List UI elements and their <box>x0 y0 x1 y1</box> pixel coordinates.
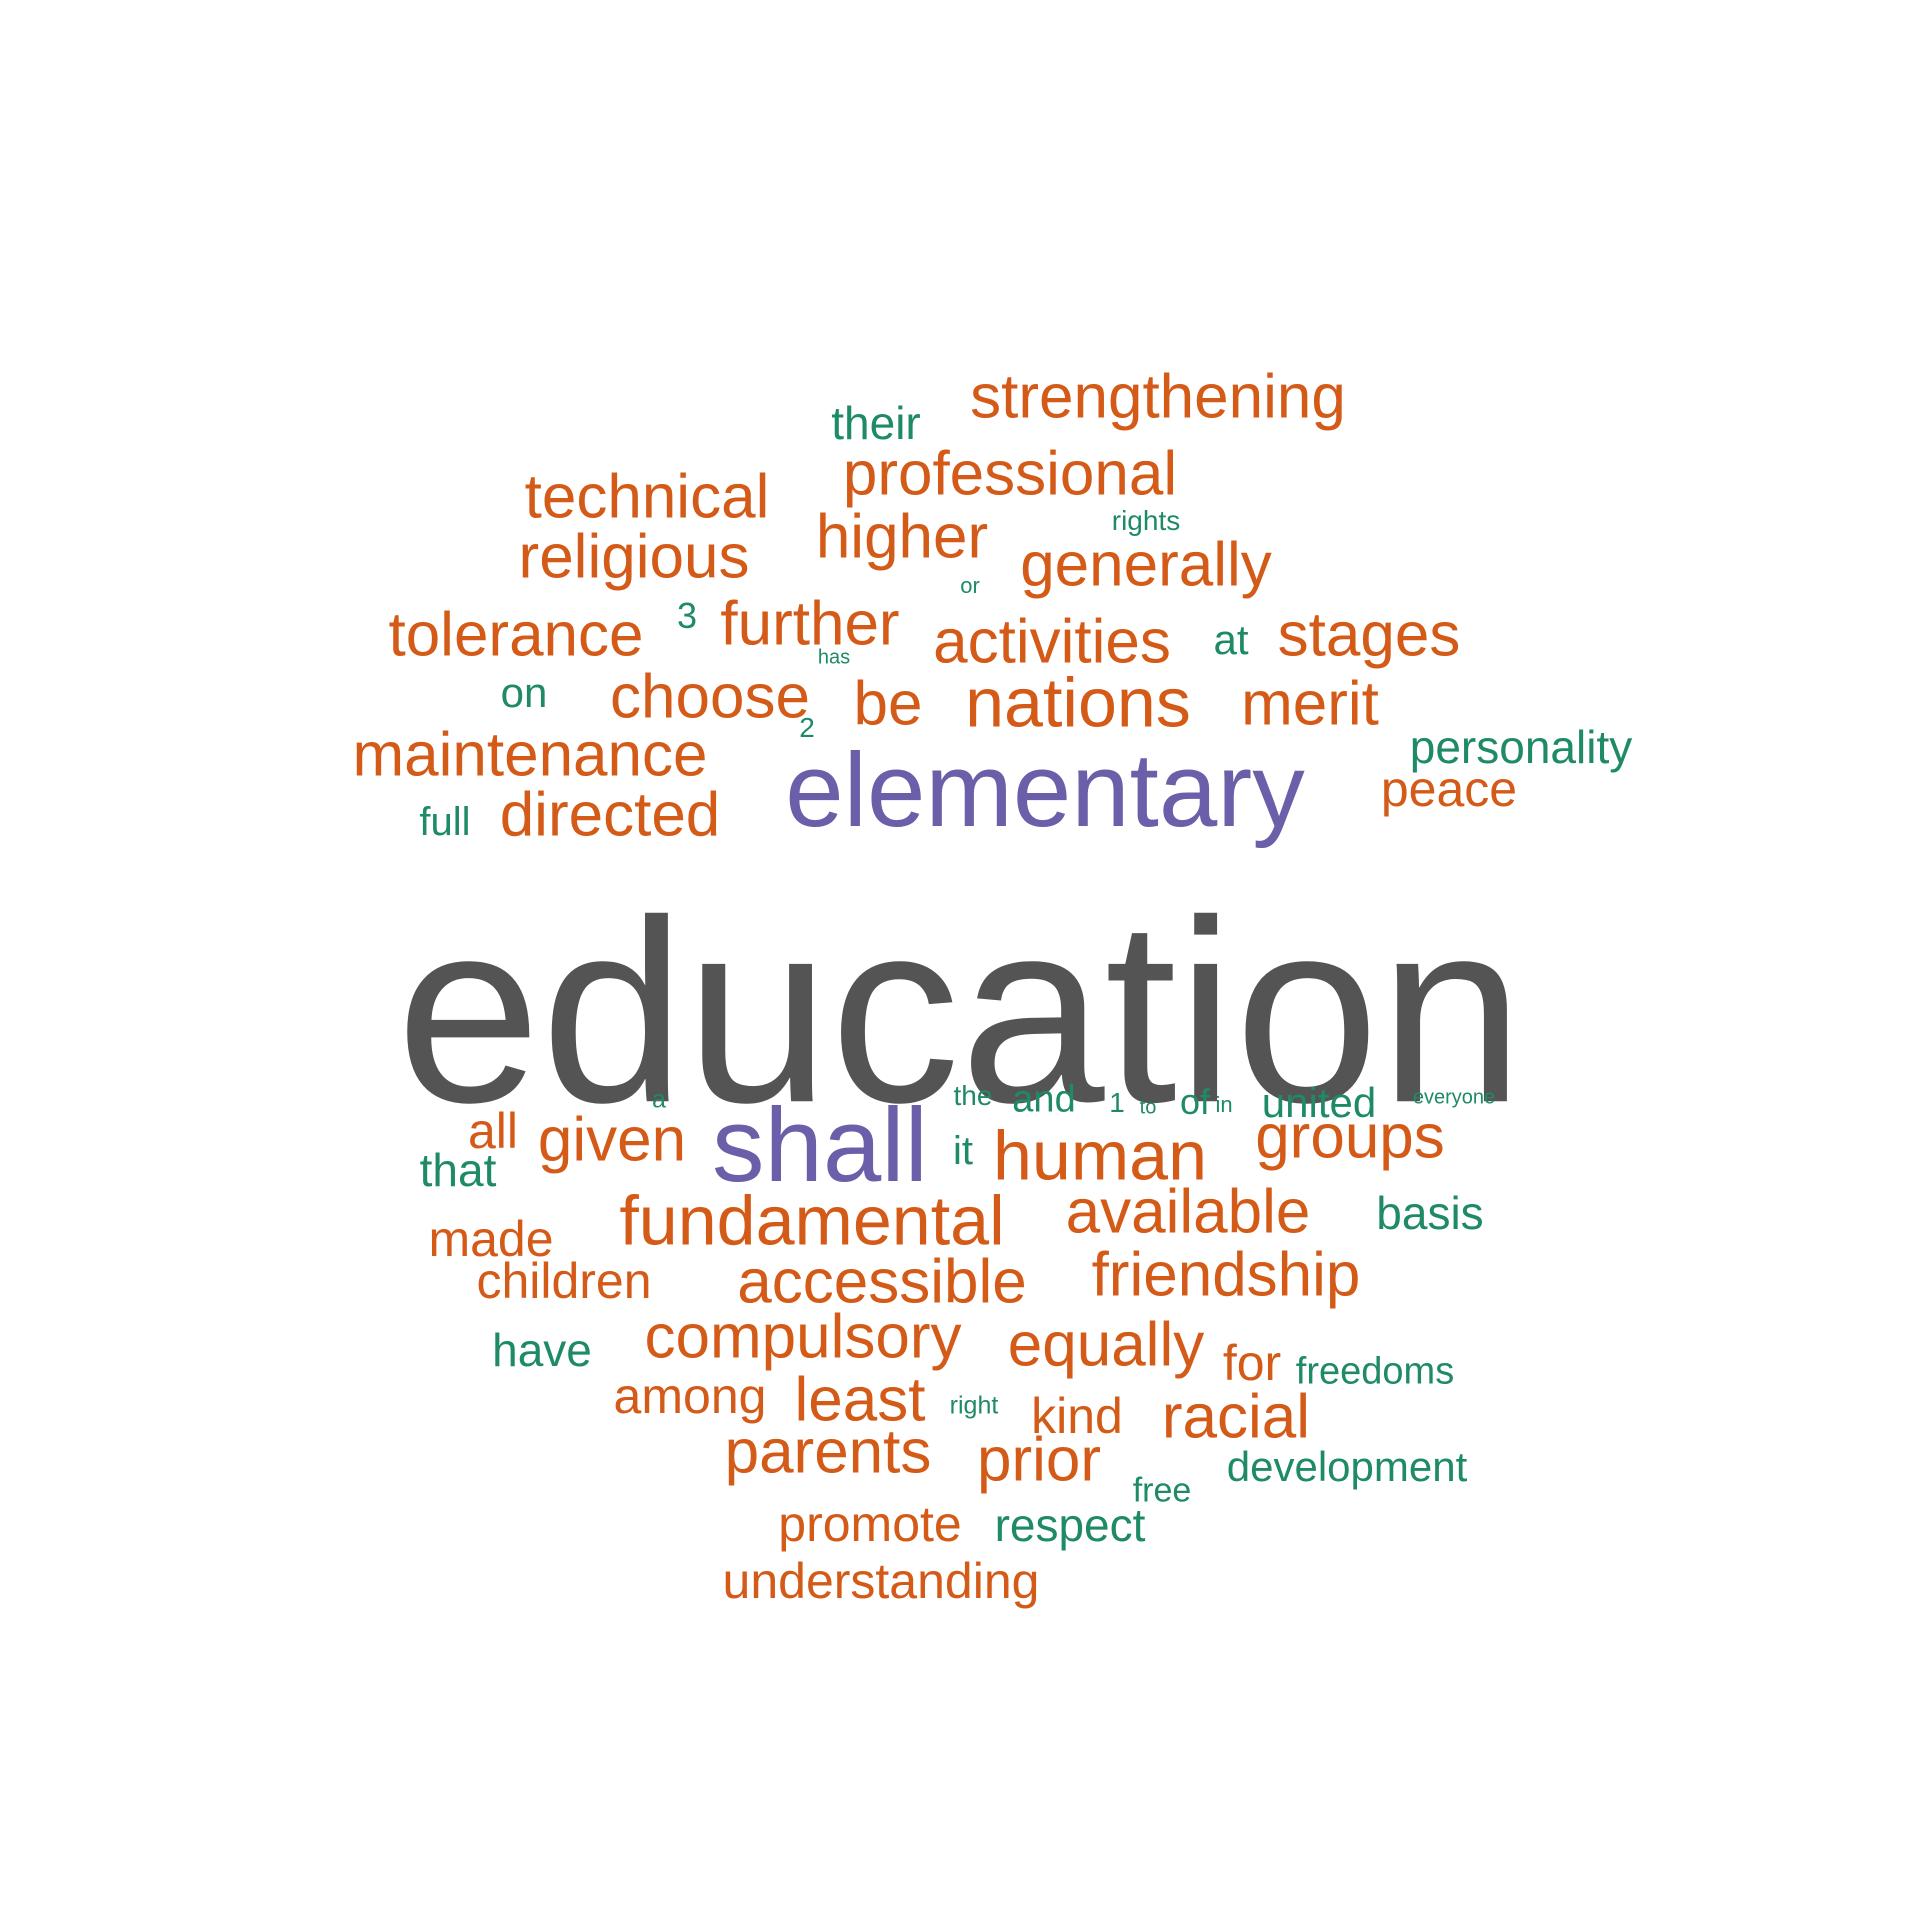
word-a: a <box>652 1085 666 1114</box>
word-for: for <box>1222 1335 1282 1391</box>
word-merit: merit <box>1241 669 1379 739</box>
word-groups: groups <box>1255 1102 1445 1172</box>
word-all: all <box>467 1103 519 1159</box>
word-human: human <box>992 1116 1208 1195</box>
word-of: of <box>1179 1080 1211 1122</box>
word-promote: promote <box>778 1496 962 1552</box>
word-compulsory: compulsory <box>644 1302 962 1372</box>
word-accessible: accessible <box>737 1247 1027 1317</box>
word-directed: directed <box>499 780 721 850</box>
word-2: 2 <box>799 712 815 744</box>
word-shall: shall <box>712 1087 928 1205</box>
word-further: further <box>720 589 900 659</box>
word-development: development <box>1226 1443 1468 1491</box>
word-3: 3 <box>676 594 698 636</box>
word-education: education <box>396 867 1524 1158</box>
word-right: right <box>949 1391 999 1420</box>
word-1: 1 <box>1109 1087 1125 1119</box>
word-parents: parents <box>724 1417 932 1487</box>
word-freedoms: freedoms <box>1295 1350 1455 1393</box>
word-free: free <box>1132 1471 1192 1510</box>
word-rights: rights <box>1111 505 1181 537</box>
word-prior: prior <box>976 1425 1102 1495</box>
word-personality: personality <box>1409 721 1633 774</box>
word-tolerance: tolerance <box>388 600 644 670</box>
word-in: in <box>1215 1091 1233 1117</box>
word-maintenance: maintenance <box>352 720 708 790</box>
word-or: or <box>960 572 980 598</box>
word-technical: technical <box>524 462 770 532</box>
word-peace: peace <box>1380 761 1518 817</box>
word-full: full <box>419 799 471 844</box>
word-understanding: understanding <box>722 1553 1040 1609</box>
word-higher: higher <box>815 502 989 572</box>
word-to: to <box>1139 1096 1157 1119</box>
word-made: made <box>428 1211 554 1267</box>
word-have: have <box>492 1324 592 1377</box>
word-friendship: friendship <box>1091 1240 1361 1310</box>
word-choose: choose <box>610 662 810 732</box>
word-it: it <box>953 1128 973 1173</box>
word-equally: equally <box>1007 1310 1205 1380</box>
word-children: children <box>476 1253 652 1309</box>
word-among: among <box>613 1368 767 1424</box>
word-elementary: elementary <box>785 732 1305 850</box>
word-activities: activities <box>933 607 1171 677</box>
word-everyone: everyone <box>1412 1086 1496 1109</box>
word-that: that <box>419 1144 497 1197</box>
word-generally: generally <box>1020 530 1272 600</box>
word-available: available <box>1065 1177 1311 1247</box>
word-stages: stages <box>1277 600 1461 670</box>
word-kind: kind <box>1031 1388 1123 1444</box>
word-least: least <box>794 1365 926 1435</box>
word-united: united <box>1261 1079 1377 1127</box>
word-at: at <box>1213 616 1249 664</box>
word-their: their <box>831 397 921 450</box>
word-religious: religious <box>518 522 750 592</box>
word-racial: racial <box>1161 1382 1311 1452</box>
word-basis: basis <box>1376 1187 1484 1240</box>
word-respect: respect <box>994 1499 1146 1552</box>
word-nations: nations <box>965 663 1191 742</box>
word-has: has <box>817 646 851 669</box>
word-professional: professional <box>842 439 1178 509</box>
word-given: given <box>537 1105 687 1175</box>
word-and: and <box>1012 1078 1076 1121</box>
word-be: be <box>853 669 923 739</box>
word-on: on <box>500 669 548 717</box>
word-the: the <box>953 1080 993 1112</box>
word-strengthening: strengthening <box>970 362 1346 432</box>
word-fundamental: fundamental <box>619 1181 1005 1260</box>
